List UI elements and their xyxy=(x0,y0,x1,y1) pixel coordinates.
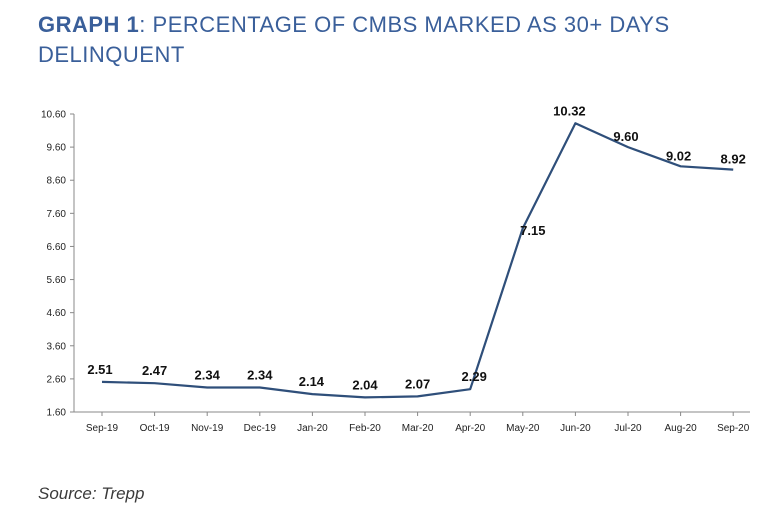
data-label: 2.04 xyxy=(352,377,378,392)
x-tick-label: Oct-19 xyxy=(140,423,170,434)
data-labels-group: 2.51 2.47 2.34 2.34 2.14 2.04 2.07 2.29 7.15 10.3… xyxy=(87,103,746,392)
y-tick-label: 5.60 xyxy=(47,275,67,286)
chart-title: GRAPH 1: PERCENTAGE OF CMBS MARKED AS 30… xyxy=(38,10,738,70)
x-tick-label: Mar-20 xyxy=(402,423,434,434)
series-line-cmbs-delinquency xyxy=(101,122,734,399)
y-tick-label: 3.60 xyxy=(47,341,67,352)
x-tick-label: Jun-20 xyxy=(560,423,591,434)
data-label: 7.15 xyxy=(520,223,545,238)
x-tick-label: Nov-19 xyxy=(191,423,224,434)
y-tick-label: 1.60 xyxy=(47,408,67,419)
data-label: 2.07 xyxy=(405,376,430,391)
data-label: 9.60 xyxy=(613,129,638,144)
data-label: 10.32 xyxy=(553,103,586,118)
x-axis: Sep-19 Oct-19 Nov-19 Dec-19 Jan-20 Feb-20 Mar-… xyxy=(74,411,750,434)
data-label: 8.92 xyxy=(721,152,746,167)
data-label: 9.02 xyxy=(666,148,691,163)
data-label: 2.34 xyxy=(195,367,221,382)
y-tick-label: 8.60 xyxy=(47,176,67,187)
x-tick-label: Aug-20 xyxy=(664,423,697,434)
x-tick-label: Jul-20 xyxy=(614,423,642,434)
series-group xyxy=(101,122,734,399)
y-tick-label: 7.60 xyxy=(47,209,67,220)
y-tick-label: 10.60 xyxy=(41,110,66,121)
x-tick-label: Jan-20 xyxy=(297,423,328,434)
y-tick-label: 6.60 xyxy=(47,242,67,253)
data-label: 2.34 xyxy=(247,367,273,382)
data-label: 2.47 xyxy=(142,363,167,378)
y-tick-label: 2.60 xyxy=(47,374,67,385)
x-tick-label: Feb-20 xyxy=(349,423,381,434)
data-label: 2.14 xyxy=(299,374,325,389)
data-label: 2.29 xyxy=(462,369,487,384)
x-tick-label: Apr-20 xyxy=(455,423,485,434)
x-tick-label: May-20 xyxy=(506,423,540,434)
source-note: Source: Trepp xyxy=(38,484,145,503)
graph-label: GRAPH 1 xyxy=(38,12,140,37)
y-tick-label: 9.60 xyxy=(47,143,67,154)
title-line-1: PERCENTAGE OF CMBS MARKED AS 30+ DAYS xyxy=(145,12,670,37)
data-label: 2.51 xyxy=(87,362,112,377)
title-line-2: DELINQUENT xyxy=(38,42,185,67)
y-tick-label: 4.60 xyxy=(47,308,67,319)
x-tick-label: Dec-19 xyxy=(244,423,277,434)
x-tick-label: Sep-20 xyxy=(717,423,750,434)
x-tick-label: Sep-19 xyxy=(86,423,119,434)
title-colon: : xyxy=(139,12,146,37)
y-axis: 1.60 2.60 3.60 4.60 5.60 6.60 7.60 8.60 9.60 10.6… xyxy=(41,110,75,419)
